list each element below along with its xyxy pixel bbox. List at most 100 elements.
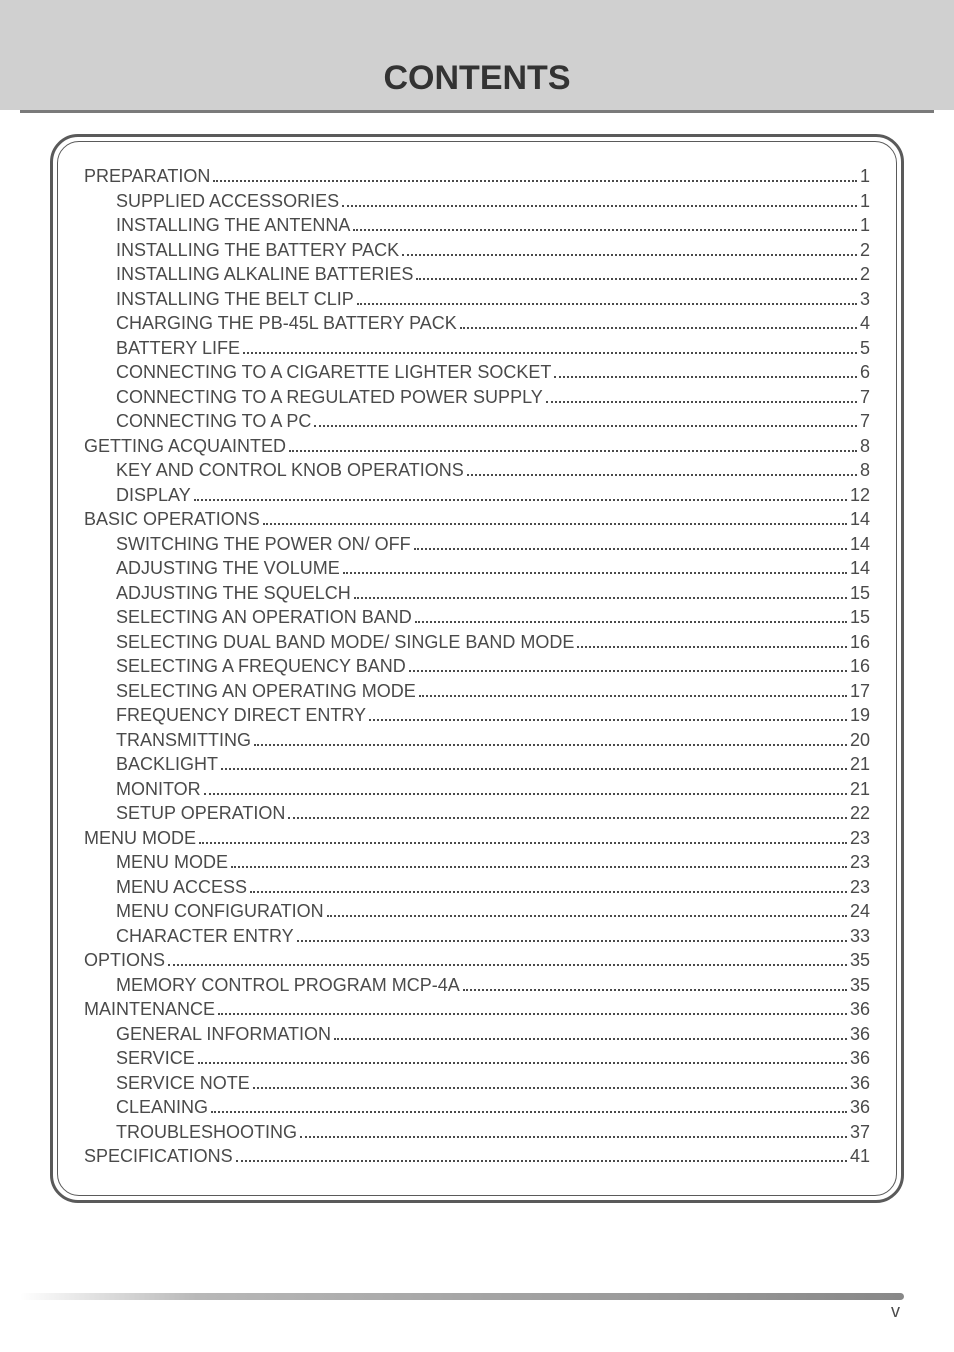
toc-entry[interactable]: SETUP OPERATION22 [84, 801, 870, 826]
toc-entry-label: MENU CONFIGURATION [116, 899, 324, 924]
toc-leader-dots [416, 278, 857, 280]
toc-entry-label: MENU MODE [84, 826, 196, 851]
toc-leader-dots [460, 327, 857, 329]
header-underline [20, 110, 934, 114]
toc-entry[interactable]: MAINTENANCE36 [84, 997, 870, 1022]
toc-entry-page: 21 [850, 752, 870, 777]
toc-entry-page: 35 [850, 948, 870, 973]
toc-entry[interactable]: FREQUENCY DIRECT ENTRY19 [84, 703, 870, 728]
toc-entry-label: MONITOR [116, 777, 201, 802]
toc-entry[interactable]: DISPLAY12 [84, 483, 870, 508]
toc-entry-label: SERVICE NOTE [116, 1071, 250, 1096]
toc-entry-label: SELECTING AN OPERATION BAND [116, 605, 412, 630]
toc-entry-label: FREQUENCY DIRECT ENTRY [116, 703, 366, 728]
toc-leader-dots [194, 499, 847, 501]
toc-entry[interactable]: INSTALLING THE BATTERY PACK2 [84, 238, 870, 263]
toc-leader-dots [254, 744, 847, 746]
toc-entry-label: BATTERY LIFE [116, 336, 240, 361]
toc-entry-label: INSTALLING THE ANTENNA [116, 213, 350, 238]
toc-entry[interactable]: SELECTING AN OPERATING MODE17 [84, 679, 870, 704]
toc-entry[interactable]: SERVICE36 [84, 1046, 870, 1071]
toc-entry-page: 36 [850, 1046, 870, 1071]
toc-entry-page: 36 [850, 1071, 870, 1096]
toc-entry-page: 22 [850, 801, 870, 826]
toc-entry-label: MAINTENANCE [84, 997, 215, 1022]
toc-entry-label: MEMORY CONTROL PROGRAM MCP-4A [116, 973, 460, 998]
toc-entry[interactable]: KEY AND CONTROL KNOB OPERATIONS8 [84, 458, 870, 483]
toc-entry-page: 2 [860, 238, 870, 263]
toc-entry[interactable]: SELECTING A FREQUENCY BAND16 [84, 654, 870, 679]
toc-entry-label: INSTALLING ALKALINE BATTERIES [116, 262, 413, 287]
toc-entry[interactable]: BACKLIGHT21 [84, 752, 870, 777]
toc-entry[interactable]: BATTERY LIFE5 [84, 336, 870, 361]
toc-entry[interactable]: CONNECTING TO A REGULATED POWER SUPPLY7 [84, 385, 870, 410]
toc-leader-dots [419, 695, 847, 697]
toc-entry-page: 6 [860, 360, 870, 385]
toc-entry-label: CONNECTING TO A PC [116, 409, 311, 434]
toc-entry[interactable]: ADJUSTING THE VOLUME14 [84, 556, 870, 581]
toc-entry[interactable]: GENERAL INFORMATION 36 [84, 1022, 870, 1047]
toc-entry[interactable]: TROUBLESHOOTING37 [84, 1120, 870, 1145]
toc-entry-page: 24 [850, 899, 870, 924]
toc-entry[interactable]: TRANSMITTING20 [84, 728, 870, 753]
toc-entry[interactable]: CLEANING36 [84, 1095, 870, 1120]
toc-entry[interactable]: MENU ACCESS23 [84, 875, 870, 900]
toc-entry-page: 23 [850, 875, 870, 900]
toc-entry[interactable]: SELECTING DUAL BAND MODE/ SINGLE BAND MO… [84, 630, 870, 655]
toc-leader-dots [250, 891, 847, 893]
toc-entry[interactable]: SPECIFICATIONS41 [84, 1144, 870, 1169]
toc-entry[interactable]: INSTALLING THE ANTENNA1 [84, 213, 870, 238]
page-title: CONTENTS [384, 59, 571, 98]
toc-entry[interactable]: SUPPLIED ACCESSORIES1 [84, 189, 870, 214]
toc-entry-page: 1 [860, 189, 870, 214]
page-number: v [891, 1301, 900, 1322]
toc-entry-page: 2 [860, 262, 870, 287]
toc-entry-label: ADJUSTING THE SQUELCH [116, 581, 351, 606]
toc-entry-label: GENERAL INFORMATION [116, 1022, 331, 1047]
toc-entry[interactable]: INSTALLING THE BELT CLIP3 [84, 287, 870, 312]
toc-entry[interactable]: GETTING ACQUAINTED8 [84, 434, 870, 459]
toc-entry[interactable]: BASIC OPERATIONS14 [84, 507, 870, 532]
toc-entry[interactable]: CONNECTING TO A CIGARETTE LIGHTER SOCKET… [84, 360, 870, 385]
toc-entry-page: 4 [860, 311, 870, 336]
toc-leader-dots [288, 817, 847, 819]
toc-leader-dots [218, 1013, 847, 1015]
toc-entry-label: ADJUSTING THE VOLUME [116, 556, 340, 581]
toc-leader-dots [297, 940, 847, 942]
toc-entry[interactable]: MONITOR21 [84, 777, 870, 802]
toc-entry-label: KEY AND CONTROL KNOB OPERATIONS [116, 458, 464, 483]
toc-entry[interactable]: ADJUSTING THE SQUELCH 15 [84, 581, 870, 606]
toc-entry-page: 36 [850, 1022, 870, 1047]
toc-entry[interactable]: MEMORY CONTROL PROGRAM MCP-4A 35 [84, 973, 870, 998]
toc-entry[interactable]: OPTIONS 35 [84, 948, 870, 973]
toc-leader-dots [289, 450, 857, 452]
toc-entry-label: OPTIONS [84, 948, 165, 973]
toc-leader-dots [467, 474, 857, 476]
toc-entry[interactable]: SWITCHING THE POWER ON/ OFF14 [84, 532, 870, 557]
toc-entry[interactable]: MENU MODE23 [84, 850, 870, 875]
toc-leader-dots [300, 1136, 847, 1138]
toc-leader-dots [343, 572, 847, 574]
toc-entry[interactable]: CONNECTING TO A PC 7 [84, 409, 870, 434]
toc-entry-page: 7 [860, 409, 870, 434]
toc-entry[interactable]: SERVICE NOTE 36 [84, 1071, 870, 1096]
toc-entry[interactable]: PREPARATION1 [84, 164, 870, 189]
toc-leader-dots [577, 646, 847, 648]
toc-entry-page: 37 [850, 1120, 870, 1145]
toc-entry-label: MENU MODE [116, 850, 228, 875]
toc-leader-dots [334, 1038, 847, 1040]
toc-entry[interactable]: CHARACTER ENTRY33 [84, 924, 870, 949]
toc-entry[interactable]: MENU CONFIGURATION 24 [84, 899, 870, 924]
toc-entry-page: 15 [850, 581, 870, 606]
toc-entry-page: 35 [850, 973, 870, 998]
toc-entry[interactable]: MENU MODE23 [84, 826, 870, 851]
toc-entry[interactable]: SELECTING AN OPERATION BAND15 [84, 605, 870, 630]
toc-entry[interactable]: CHARGING THE PB-45L BATTERY PACK4 [84, 311, 870, 336]
toc-entry-label: SPECIFICATIONS [84, 1144, 233, 1169]
toc-leader-dots [263, 523, 847, 525]
toc-entry-label: DISPLAY [116, 483, 191, 508]
toc-leader-dots [253, 1087, 847, 1089]
toc-entry[interactable]: INSTALLING ALKALINE BATTERIES 2 [84, 262, 870, 287]
toc-leader-dots [414, 548, 847, 550]
toc-leader-dots [221, 768, 847, 770]
